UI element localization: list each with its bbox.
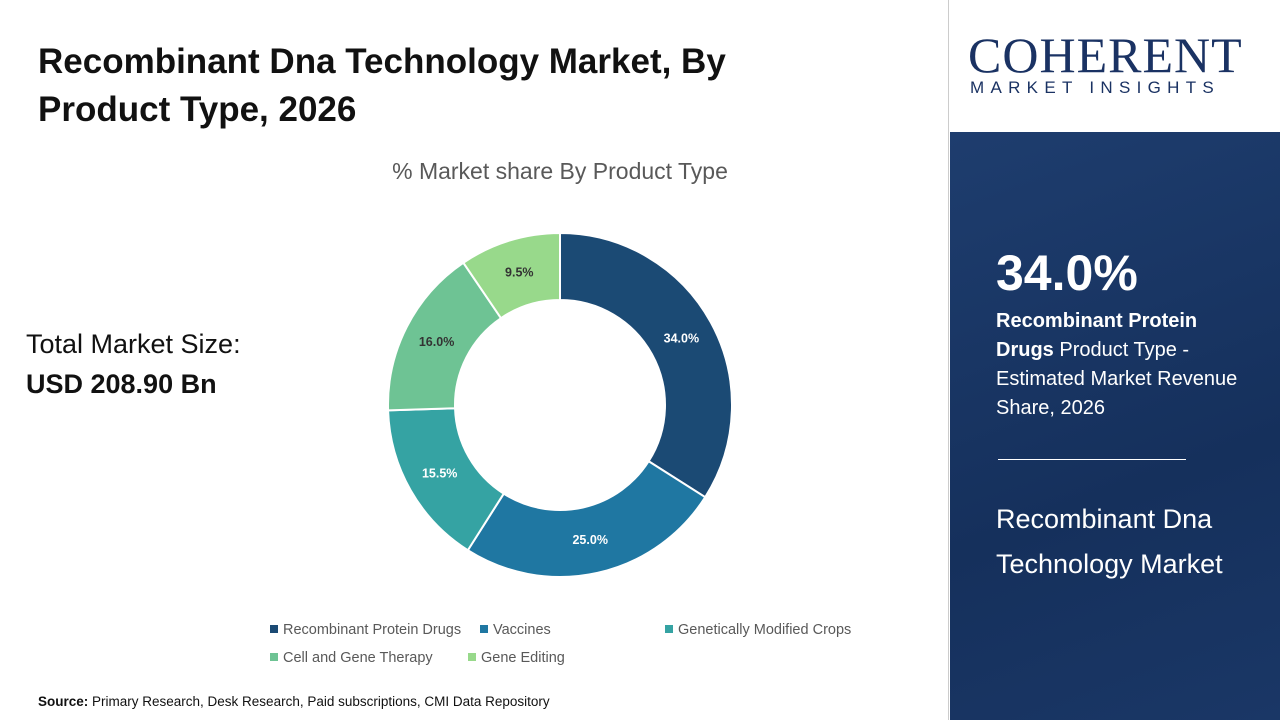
- legend-label: Cell and Gene Therapy: [283, 650, 433, 666]
- legend-item: Gene Editing: [468, 650, 565, 666]
- legend-label: Genetically Modified Crops: [678, 622, 852, 638]
- market-name: Recombinant Dna Technology Market: [996, 504, 1223, 579]
- legend-label: Vaccines: [493, 622, 551, 638]
- highlight-description: Recombinant Protein Drugs Product Type -…: [996, 307, 1256, 423]
- chart-title: % Market share By Product Type: [392, 158, 728, 184]
- legend-label: Recombinant Protein Drugs: [283, 622, 462, 638]
- page-title: Recombinant Dna Technology Market, By Pr…: [38, 42, 726, 129]
- legend-swatch: [270, 653, 278, 661]
- source-label: Source:: [38, 694, 89, 709]
- legend-item: Vaccines: [480, 622, 551, 638]
- donut-slice: [461, 231, 561, 320]
- legend-item: Recombinant Protein Drugs: [270, 622, 461, 638]
- panel-divider: [998, 459, 1186, 460]
- legend-label: Gene Editing: [481, 650, 565, 666]
- data-label: 15.5%: [422, 467, 457, 481]
- legend-item: Genetically Modified Crops: [665, 622, 851, 638]
- legend-swatch: [270, 625, 278, 633]
- data-label: 9.5%: [505, 266, 534, 280]
- donut-slice: [559, 231, 733, 499]
- data-label: 25.0%: [572, 533, 607, 547]
- logo-subtext: MARKET INSIGHTS: [970, 78, 1221, 97]
- highlight-desc-text: Product Type - Estimated Market Revenue …: [996, 339, 1238, 419]
- donut-chart: 34.0% 25.0% 15.5% 16.0% 9.5%: [387, 231, 733, 578]
- source-note: Source: Primary Research, Desk Research,…: [38, 694, 550, 709]
- donut-slice: [466, 459, 707, 578]
- data-label: 16.0%: [419, 335, 454, 349]
- info-panel: 34.0% Recombinant Protein Drugs Product …: [950, 132, 1280, 720]
- highlight-segment: Recombinant Protein Drugs: [996, 310, 1198, 361]
- source-text: Primary Research, Desk Research, Paid su…: [88, 694, 550, 709]
- legend-swatch: [665, 625, 673, 633]
- total-value: USD 208.90 Bn: [26, 369, 217, 399]
- legend-swatch: [480, 625, 488, 633]
- legend-item: Cell and Gene Therapy: [270, 650, 433, 666]
- total-market-size: Total Market Size: USD 208.90 Bn: [26, 324, 241, 404]
- total-label: Total Market Size:: [26, 329, 241, 359]
- logo: COHERENT MARKET INSIGHTS: [950, 0, 1280, 132]
- legend-swatch: [468, 653, 476, 661]
- logo-text: COHERENT: [968, 27, 1243, 83]
- highlight-percent: 34.0%: [996, 245, 1138, 301]
- divider: [948, 0, 949, 720]
- data-label: 34.0%: [664, 331, 699, 345]
